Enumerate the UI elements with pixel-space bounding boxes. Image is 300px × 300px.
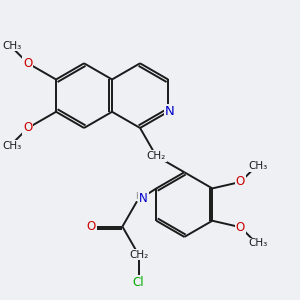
Text: O: O	[87, 220, 96, 233]
Text: CH₂: CH₂	[129, 250, 148, 260]
Text: O: O	[236, 221, 245, 234]
Text: CH₃: CH₃	[248, 238, 268, 248]
Text: CH₃: CH₃	[2, 141, 21, 151]
Text: CH₂: CH₂	[147, 151, 166, 161]
Text: O: O	[23, 57, 33, 70]
Text: O: O	[23, 122, 33, 134]
Text: CH₃: CH₃	[2, 41, 21, 51]
Text: H: H	[136, 192, 142, 201]
Text: N: N	[165, 105, 174, 118]
Text: N: N	[139, 192, 148, 205]
Text: CH₃: CH₃	[248, 161, 268, 171]
Text: O: O	[236, 176, 245, 188]
Text: Cl: Cl	[133, 276, 144, 289]
